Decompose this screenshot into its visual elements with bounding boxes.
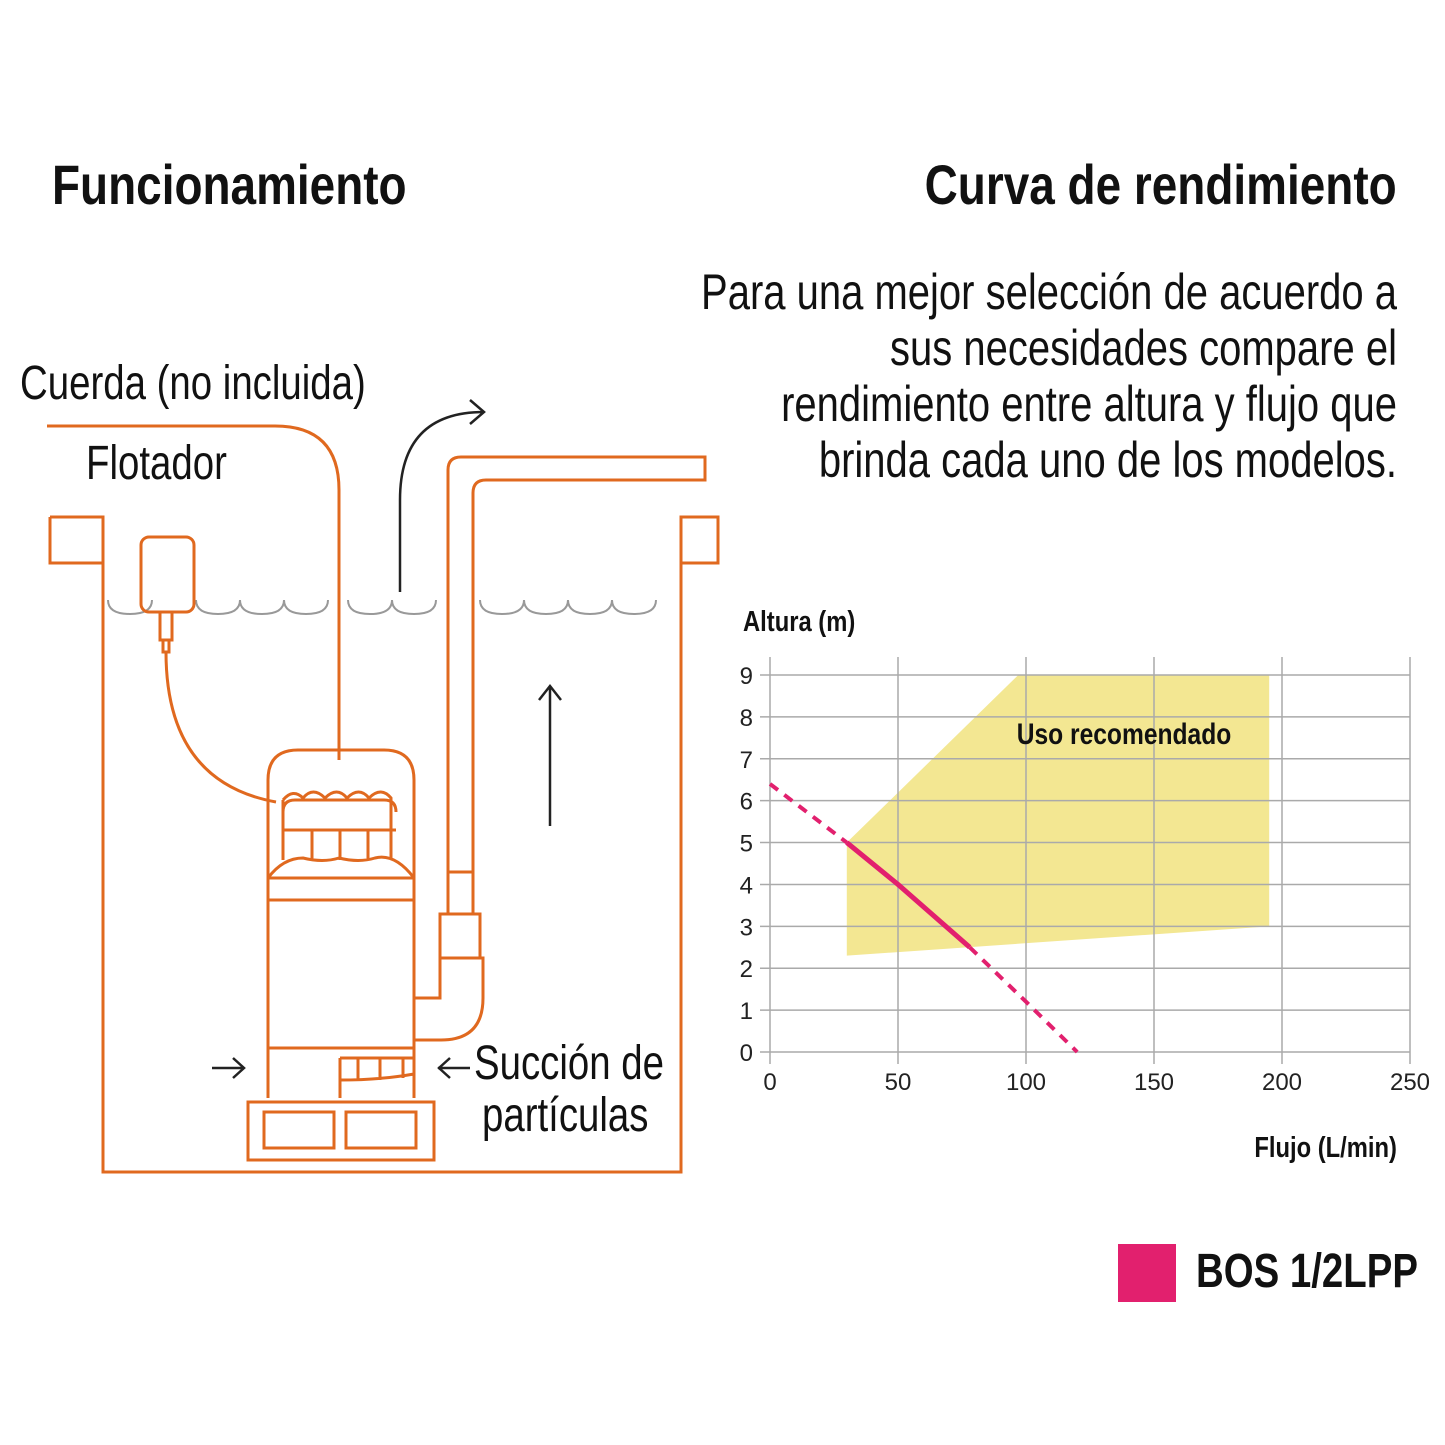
- right-title: Curva de rendimiento: [924, 153, 1397, 216]
- pump-body: [266, 748, 416, 1098]
- y-tick-label: 3: [740, 914, 753, 941]
- x-tick-label: 0: [763, 1069, 776, 1096]
- x-axis-title: Flujo (L/min): [1254, 1132, 1397, 1164]
- arrow-right-icon: [212, 1057, 246, 1079]
- left-title: Funcionamiento: [52, 153, 407, 216]
- recommended-zone: [846, 675, 1270, 956]
- pump-diagram: [47, 399, 720, 1174]
- description: Para una mejor selección de acuerdo a su…: [701, 264, 1397, 488]
- label-float: Flotador: [86, 437, 227, 490]
- label-suction-2: partículas: [482, 1089, 649, 1142]
- x-tick-label: 250: [1390, 1069, 1430, 1096]
- y-tick-label: 6: [740, 789, 753, 816]
- y-tick-label: 7: [740, 747, 753, 774]
- y-axis-title: Altura (m): [743, 606, 856, 638]
- series-line-dashed: [968, 945, 1079, 1054]
- y-tick-label: 2: [740, 956, 753, 983]
- arrow-up-icon: [538, 683, 562, 826]
- series-line-solid: [845, 840, 972, 950]
- legend-label: BOS 1/2LPP: [1196, 1245, 1418, 1298]
- x-tick-label: 50: [885, 1069, 912, 1096]
- label-suction-1: Succión de: [474, 1037, 664, 1090]
- y-tick-label: 5: [740, 831, 753, 858]
- series-line-dashed: [768, 782, 849, 845]
- y-tick-label: 4: [740, 872, 753, 899]
- arrow-left-icon: [437, 1057, 470, 1079]
- y-tick-label: 1: [740, 998, 753, 1025]
- discharge-pipe: [446, 455, 707, 872]
- x-tick-label: 150: [1134, 1069, 1174, 1096]
- legend-swatch: [1118, 1244, 1176, 1302]
- y-tick-label: 9: [740, 663, 753, 690]
- recommended-zone-label: Uso recomendado: [1017, 717, 1232, 751]
- tank: [48, 515, 720, 1174]
- water-surface: [107, 599, 657, 616]
- x-tick-label: 100: [1006, 1069, 1046, 1096]
- rope: [47, 424, 341, 760]
- y-tick-label: 8: [740, 705, 753, 732]
- label-rope: Cuerda (no incluida): [20, 357, 366, 410]
- float-icon: [139, 535, 196, 614]
- y-tick-label: 0: [740, 1040, 753, 1067]
- x-tick-label: 200: [1262, 1069, 1302, 1096]
- arrow-out-icon: [398, 399, 486, 592]
